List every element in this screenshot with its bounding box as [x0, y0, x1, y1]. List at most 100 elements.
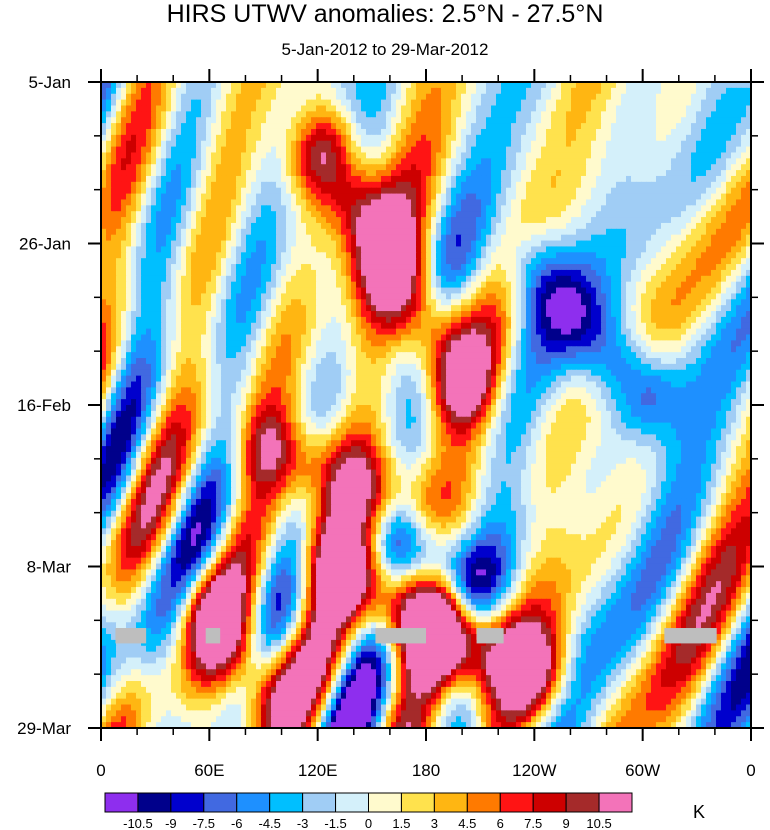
heatmap-cell: [581, 87, 587, 95]
heatmap-cell: [341, 158, 347, 165]
heatmap-cell: [691, 146, 697, 154]
heatmap-cell: [491, 164, 497, 171]
heatmap-cell: [116, 299, 122, 306]
heatmap-cell: [261, 275, 267, 283]
heatmap-cell: [541, 111, 547, 118]
heatmap-cell: [676, 87, 682, 95]
heatmap-cell: [661, 117, 667, 124]
heatmap-cell: [186, 287, 192, 295]
heatmap-cell: [686, 187, 692, 195]
heatmap-cell: [731, 258, 737, 265]
heatmap-cell: [736, 293, 742, 300]
heatmap-cell: [586, 93, 592, 101]
heatmap-cell: [466, 217, 472, 224]
heatmap-cell: [661, 240, 667, 248]
heatmap-cell: [296, 281, 302, 289]
heatmap-cell: [641, 99, 647, 107]
heatmap-cell: [721, 152, 727, 159]
heatmap-cell: [536, 181, 542, 189]
heatmap-cell: [691, 111, 697, 118]
heatmap-cell: [451, 105, 457, 112]
heatmap-cell: [581, 140, 587, 148]
heatmap-cell: [221, 193, 227, 201]
heatmap-cell: [566, 99, 572, 107]
heatmap-cell: [571, 164, 577, 171]
heatmap-cell: [581, 222, 587, 230]
heatmap-cell: [236, 99, 242, 107]
heatmap-cell: [351, 193, 357, 201]
heatmap-cell: [506, 246, 512, 253]
heatmap-cell: [386, 134, 392, 142]
heatmap-cell: [561, 287, 567, 295]
heatmap-cell: [116, 117, 122, 124]
heatmap-cell: [586, 146, 592, 154]
heatmap-cell: [196, 128, 202, 136]
heatmap-cell: [506, 281, 512, 289]
heatmap-cell: [341, 205, 347, 212]
heatmap-cell: [526, 211, 532, 218]
heatmap-cell: [461, 264, 467, 271]
heatmap-cell: [481, 134, 487, 142]
heatmap-cell: [596, 269, 602, 277]
heatmap-cell: [591, 240, 597, 248]
heatmap-cell: [176, 222, 182, 230]
heatmap-cell: [571, 234, 577, 242]
heatmap-cell: [356, 181, 362, 189]
heatmap-cell: [401, 299, 407, 306]
heatmap-cell: [266, 205, 272, 212]
heatmap-cell: [521, 275, 527, 283]
heatmap-cell: [631, 217, 637, 224]
heatmap-cell: [406, 287, 412, 295]
heatmap-cell: [526, 99, 532, 107]
heatmap-cell: [261, 164, 267, 171]
heatmap-cell: [456, 134, 462, 142]
heatmap-cell: [336, 164, 342, 171]
heatmap-cell: [356, 287, 362, 295]
heatmap-cell: [161, 264, 167, 271]
heatmap-cell: [661, 234, 667, 242]
heatmap-cell: [726, 264, 732, 271]
heatmap-cell: [246, 205, 252, 212]
heatmap-cell: [341, 111, 347, 118]
heatmap-cell: [591, 234, 597, 242]
heatmap-cell: [406, 234, 412, 242]
heatmap-cell: [541, 117, 547, 124]
heatmap-cell: [496, 222, 502, 230]
heatmap-cell: [296, 87, 302, 95]
heatmap-cell: [691, 164, 697, 171]
heatmap-cell: [581, 246, 587, 253]
heatmap-cell: [396, 93, 402, 101]
heatmap-cell: [636, 211, 642, 218]
heatmap-cell: [541, 275, 547, 283]
heatmap-cell: [716, 281, 722, 289]
heatmap-cell: [666, 181, 672, 189]
heatmap-cell: [406, 187, 412, 195]
heatmap-cell: [551, 199, 557, 206]
heatmap-cell: [441, 170, 447, 177]
heatmap-cell: [316, 228, 322, 236]
heatmap-cell: [301, 222, 307, 230]
heatmap-cell: [576, 217, 582, 224]
heatmap-cell: [696, 252, 702, 259]
heatmap-cell: [511, 299, 517, 306]
heatmap-cell: [616, 287, 622, 295]
heatmap-cell: [121, 299, 127, 306]
heatmap-cell: [621, 240, 627, 248]
heatmap-cell: [311, 158, 317, 165]
heatmap-cell: [261, 205, 267, 212]
heatmap-cell: [626, 275, 632, 283]
heatmap-cell: [706, 152, 712, 159]
heatmap-cell: [596, 140, 602, 148]
heatmap-cell: [191, 93, 197, 101]
heatmap-cell: [721, 258, 727, 265]
heatmap-cell: [216, 269, 222, 277]
heatmap-cell: [701, 152, 707, 159]
heatmap-cell: [356, 187, 362, 195]
heatmap-cell: [211, 164, 217, 171]
heatmap-cell: [586, 269, 592, 277]
heatmap-cell: [606, 105, 612, 112]
heatmap-cell: [431, 105, 437, 112]
heatmap-cell: [356, 205, 362, 212]
heatmap-cell: [426, 152, 432, 159]
heatmap-cell: [121, 87, 127, 95]
